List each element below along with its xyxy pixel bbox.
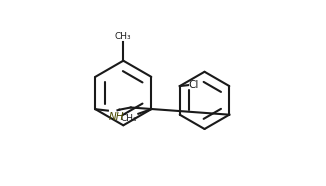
Text: NH: NH bbox=[109, 112, 124, 122]
Text: Cl: Cl bbox=[189, 80, 199, 90]
Text: CH₃: CH₃ bbox=[121, 114, 138, 123]
Text: CH₃: CH₃ bbox=[115, 32, 132, 41]
